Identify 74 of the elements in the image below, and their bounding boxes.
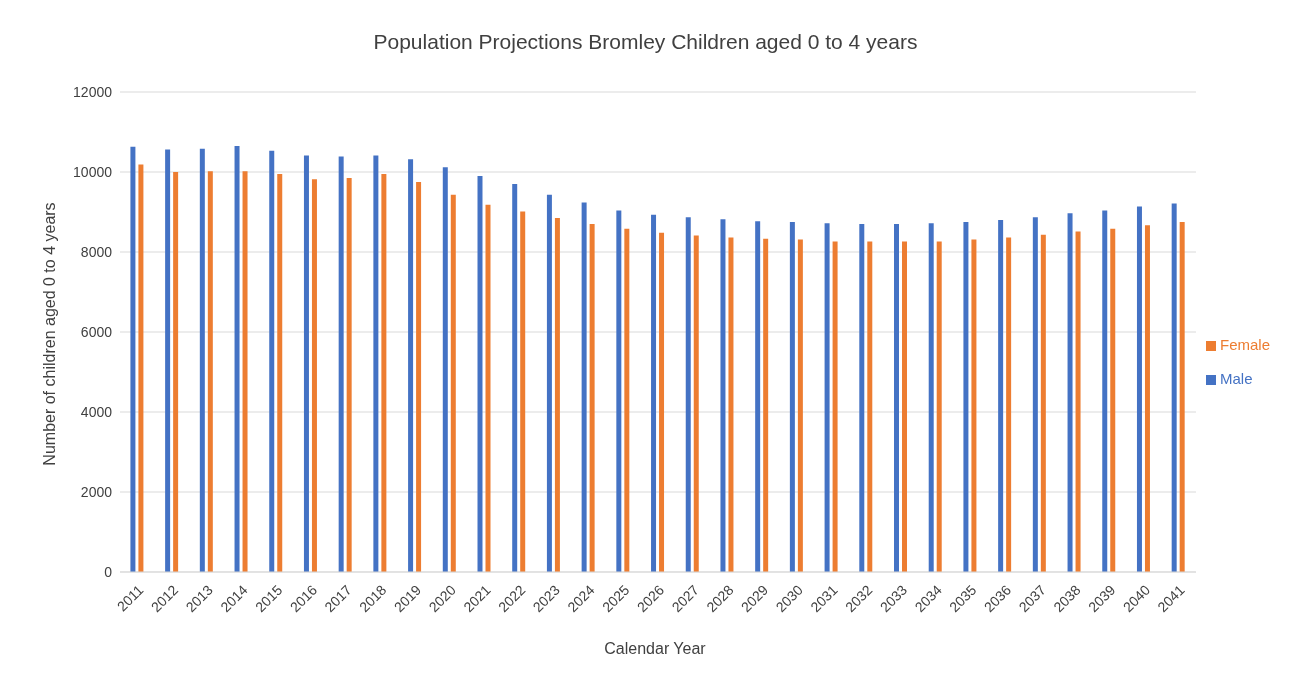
bar: [998, 220, 1004, 572]
bar: [824, 223, 830, 572]
x-axis-title: Calendar Year: [603, 640, 707, 658]
bar: [269, 150, 275, 572]
y-tick-label: 8000: [80, 243, 113, 260]
legend-label: Male: [1219, 370, 1253, 387]
bar: [1006, 237, 1012, 572]
bar: [130, 146, 136, 572]
bar: [207, 171, 213, 572]
bar: [416, 182, 422, 572]
bar: [408, 159, 414, 572]
bar: [1075, 231, 1081, 572]
legend-label: Female: [1219, 336, 1270, 353]
bar: [477, 176, 483, 572]
bar: [1110, 228, 1116, 572]
bar: [755, 221, 761, 572]
bar: [1136, 206, 1142, 572]
bar: [199, 148, 205, 572]
bar: [520, 211, 526, 572]
bar: [1067, 213, 1073, 572]
bar: [763, 238, 769, 572]
bar: [554, 218, 560, 572]
bar: [242, 171, 248, 572]
bar: [659, 232, 665, 572]
bar: [936, 241, 942, 572]
bar: [589, 224, 595, 572]
bar: [381, 174, 387, 572]
bar: [832, 241, 838, 572]
bar: [963, 222, 969, 572]
bar: [512, 184, 518, 572]
y-tick-label: 4000: [80, 403, 113, 420]
bar: [485, 204, 491, 572]
bar: [859, 224, 865, 572]
y-tick-label: 6000: [80, 323, 113, 340]
bar: [165, 149, 171, 572]
bar: [442, 167, 448, 572]
bar: [1032, 217, 1038, 572]
y-tick-label: 2000: [80, 483, 113, 500]
bar: [311, 179, 317, 572]
bar: [867, 241, 873, 572]
bar: [173, 172, 179, 572]
chart-title: Population Projections Bromley Children aged 0 to 4 years: [372, 30, 919, 54]
y-axis-title: Number of children aged 0 to 4 years: [41, 202, 59, 466]
bar: [894, 224, 899, 572]
bar: [789, 222, 795, 572]
bar: [1102, 210, 1108, 572]
bar: [720, 219, 726, 572]
bar: [338, 156, 344, 572]
bar: [797, 239, 803, 572]
bar: [346, 178, 352, 572]
bar: [138, 164, 144, 572]
y-tick-label: 0: [104, 563, 113, 580]
bar: [303, 155, 309, 572]
bar: [902, 241, 907, 572]
bar: [277, 174, 283, 572]
bar: [616, 210, 622, 572]
bar: [1040, 234, 1046, 572]
bar: [581, 202, 587, 572]
y-tick-label: 12000: [73, 83, 113, 100]
y-tick-label: 10000: [73, 163, 113, 180]
bar: [234, 146, 240, 572]
bar: [728, 237, 734, 572]
bar: [373, 155, 379, 572]
bar: [693, 235, 699, 572]
bar: [1171, 203, 1177, 572]
bar: [928, 223, 934, 572]
bar: [651, 214, 657, 572]
bar: [1179, 222, 1185, 572]
bar: [971, 239, 977, 572]
bar: [450, 194, 456, 572]
bar: [685, 217, 691, 572]
bar: [546, 194, 552, 572]
bar: [624, 228, 630, 572]
bar: [1144, 225, 1150, 572]
